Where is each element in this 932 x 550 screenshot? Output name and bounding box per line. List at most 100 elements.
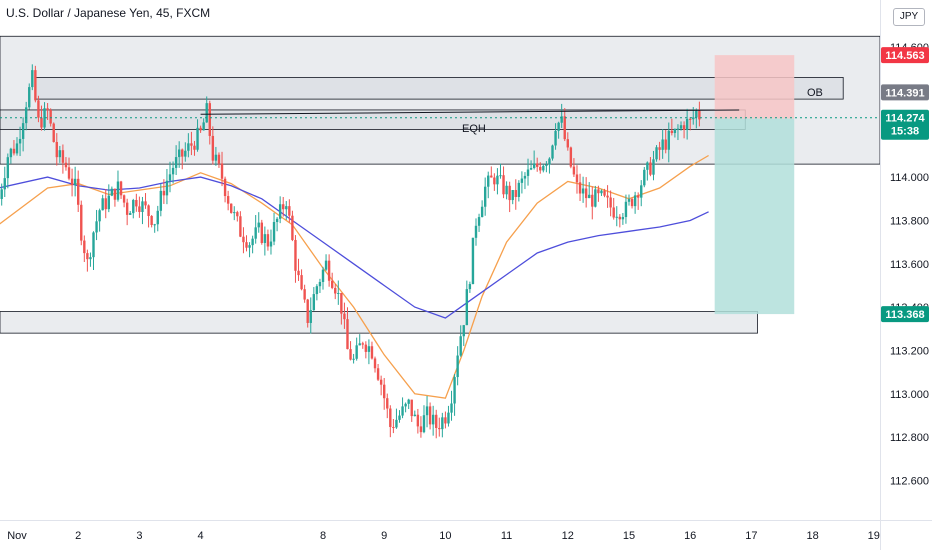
- candle-body: [138, 206, 141, 212]
- time-tick-label: 16: [684, 530, 696, 542]
- candle-body: [670, 130, 674, 134]
- candle-body: [584, 188, 588, 199]
- ob-price-tag-text: 114.391: [885, 87, 924, 99]
- candle-body: [129, 213, 132, 215]
- currency-badge[interactable]: JPY: [893, 8, 925, 26]
- price-tick-label: 113.200: [890, 345, 929, 357]
- candle-body: [563, 116, 566, 140]
- candle-body: [395, 419, 398, 428]
- candle-body: [110, 188, 114, 196]
- candle-body: [83, 240, 86, 254]
- candle-body: [468, 284, 472, 290]
- stop-price-tag[interactable]: [881, 47, 929, 64]
- candle-body: [676, 128, 680, 130]
- candle-body: [184, 150, 187, 157]
- candle-body: [383, 384, 386, 399]
- target-price-tag[interactable]: [881, 306, 929, 323]
- candle-body: [275, 218, 279, 223]
- price-tick-label: 112.600: [890, 476, 929, 488]
- candle-body: [389, 408, 392, 428]
- candle-body: [236, 212, 239, 217]
- candle-body: [364, 344, 368, 352]
- price-tick-label: 114.000: [890, 172, 929, 184]
- candle-body: [343, 313, 346, 320]
- candle-body: [600, 190, 603, 194]
- candle-body: [435, 414, 438, 428]
- candle-body: [260, 222, 263, 243]
- candle-body: [542, 165, 545, 171]
- price-tick-label: 112.800: [890, 432, 929, 444]
- candle-body: [254, 227, 257, 239]
- candle-body: [367, 346, 371, 352]
- candle-body: [107, 195, 110, 210]
- candle-body: [340, 292, 343, 314]
- candle-body: [214, 154, 218, 161]
- candle-body: [193, 145, 196, 150]
- candle-body: [119, 181, 123, 196]
- candle-body: [692, 117, 695, 120]
- candle-body: [89, 257, 92, 260]
- time-tick-label: 2: [75, 530, 81, 542]
- candle-body: [636, 195, 640, 198]
- candle-body: [291, 215, 294, 240]
- candle-body: [288, 206, 291, 216]
- candle-body: [376, 368, 380, 380]
- candle-body: [230, 203, 233, 213]
- candle-body: [150, 215, 153, 225]
- candle-body: [168, 174, 172, 181]
- candle-body: [673, 128, 677, 134]
- candle-body: [358, 343, 361, 346]
- candle-body: [401, 406, 404, 416]
- candle-body: [202, 122, 205, 131]
- candle-body: [551, 145, 554, 159]
- candle-body: [603, 190, 606, 196]
- candle-body: [77, 178, 80, 205]
- candle-body: [392, 427, 395, 429]
- candle-body: [34, 70, 37, 101]
- candle-body: [337, 292, 340, 294]
- candle-body: [24, 107, 28, 124]
- candle-body: [410, 399, 413, 417]
- candle-body: [441, 417, 444, 430]
- candle-body: [43, 108, 46, 128]
- eqh-line[interactable]: [200, 109, 740, 115]
- candle-body: [73, 178, 77, 186]
- candle-body: [569, 147, 573, 167]
- ob-price-tag[interactable]: [881, 84, 929, 101]
- candle-body: [520, 178, 524, 183]
- candle-body: [174, 157, 178, 168]
- current-price-tag[interactable]: [881, 109, 929, 140]
- candle-body: [272, 222, 276, 242]
- candle-body: [122, 195, 126, 203]
- candle-body: [379, 379, 383, 385]
- candle-body: [404, 403, 407, 407]
- candle-body: [523, 175, 527, 179]
- time-tick-label: 9: [381, 530, 387, 542]
- candle-body: [630, 199, 634, 207]
- candle-body: [61, 150, 65, 163]
- take-profit-box[interactable]: [714, 118, 795, 315]
- candle-body: [162, 190, 166, 196]
- zone-box-3[interactable]: [0, 311, 758, 334]
- candle-body: [52, 123, 55, 142]
- candle-body: [321, 269, 325, 282]
- stop-loss-box[interactable]: [714, 55, 795, 119]
- candle-body: [615, 216, 618, 218]
- candle-body: [3, 178, 6, 190]
- candle-body: [572, 166, 576, 175]
- candle-body: [502, 175, 505, 195]
- candle-body: [355, 345, 358, 359]
- time-tick-label: 10: [439, 530, 451, 542]
- candle-body: [640, 185, 643, 198]
- candle-body: [196, 127, 199, 150]
- candle-body: [532, 163, 536, 169]
- candle-body: [242, 236, 245, 243]
- candle-body: [15, 143, 19, 154]
- candle-body: [566, 139, 569, 148]
- candle-body: [223, 178, 227, 197]
- candle-body: [370, 346, 374, 359]
- candle-body: [330, 280, 334, 288]
- candle-body: [125, 202, 129, 215]
